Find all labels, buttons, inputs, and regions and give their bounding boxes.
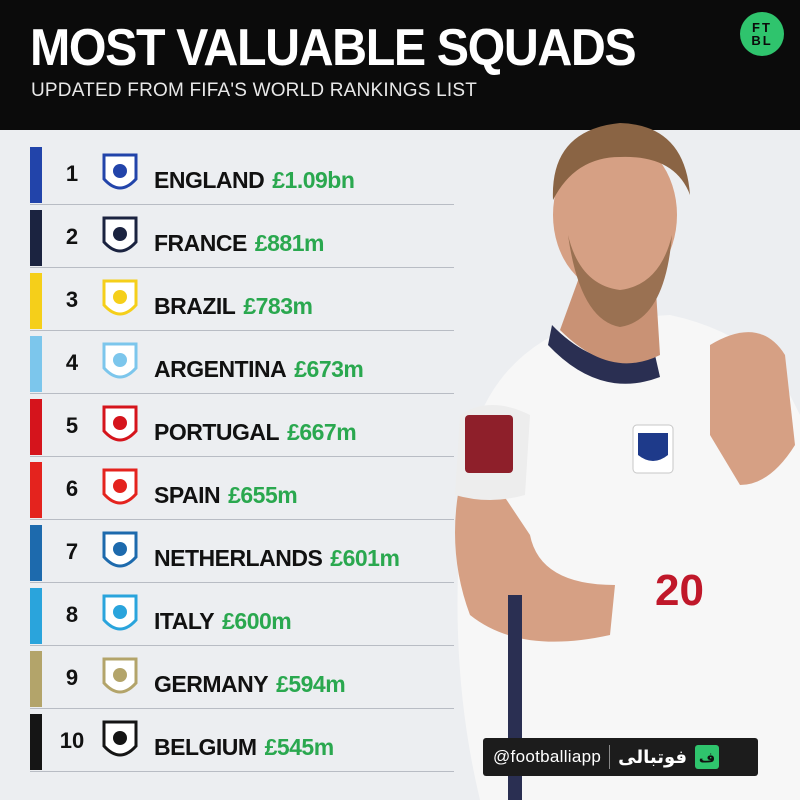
dfb-eagle-crest-icon [102,657,138,694]
rank-number: 4 [65,350,79,375]
row-divider [30,519,454,520]
table-row: 10 BELGIUM £545m [30,714,454,772]
squad-value: £601m [330,545,400,571]
row-divider [30,771,454,772]
rank-number: 7 [65,539,79,564]
rank-number: 9 [65,665,79,690]
rfef-crest-icon [102,468,138,505]
team-name: ARGENTINA [154,356,287,382]
team-name: NETHERLANDS [154,545,323,571]
rank-number: 1 [65,161,79,186]
squad-value: £881m [254,230,325,256]
logo-text: FT BL [751,20,773,48]
rank-number: 10 [59,728,85,753]
team-entry: FRANCE £881m [154,230,324,257]
team-name: GERMANY [154,671,269,697]
team-name: SPAIN [154,482,221,508]
rank-color-bar [30,462,42,518]
rank-color-bar [30,525,42,581]
squad-value: £600m [222,608,292,634]
rank-color-bar [30,336,42,392]
three-lions-crest-icon [102,153,138,190]
ftbl-logo: FT BL [740,12,784,56]
table-row: 6 SPAIN £655m [30,462,454,520]
team-entry: GERMANY £594m [154,671,346,698]
row-divider [30,204,454,205]
team-entry: ITALY £600m [154,608,292,635]
figc-crest-icon [102,594,138,631]
squad-value: £1.09bn [272,167,355,193]
rank-number: 5 [65,413,79,438]
team-entry: PORTUGAL £667m [154,419,357,446]
rank-color-bar [30,651,42,707]
rank-color-bar [30,147,42,203]
table-row: 2 FRANCE £881m [30,210,454,268]
squad-value: £673m [294,356,364,382]
page-subtitle: UPDATED FROM FIFA'S WORLD RANKINGS LIST [31,80,478,101]
knvb-lion-crest-icon [102,531,138,568]
table-row: 9 GERMANY £594m [30,651,454,709]
row-divider [30,708,454,709]
rank-color-bar [30,588,42,644]
rank-number: 8 [65,602,79,627]
rank-number: 2 [65,224,79,249]
table-row: 5 PORTUGAL £667m [30,399,454,457]
team-entry: ENGLAND £1.09bn [154,167,355,194]
rank-color-bar [30,714,42,770]
rank-color-bar [30,210,42,266]
cbf-crest-icon [102,279,138,316]
rooster-crest-icon [102,216,138,253]
handle-divider [609,745,611,769]
row-divider [30,645,454,646]
squad-value: £655m [228,482,298,508]
team-name: PORTUGAL [154,419,280,445]
table-row: 4 ARGENTINA £673m [30,336,454,394]
page-title: MOST VALUABLE SQUADS [30,19,637,77]
row-divider [30,393,454,394]
rank-number: 6 [65,476,79,501]
table-row: 1 ENGLAND £1.09bn [30,147,454,205]
table-row: 3 BRAZIL £783m [30,273,454,331]
team-name: BELGIUM [154,734,257,760]
rank-color-bar [30,399,42,455]
handle-username: @footballiapp [493,747,602,766]
squad-value: £783m [243,293,313,319]
rbfa-crest-icon [102,720,138,757]
row-divider [30,330,454,331]
team-entry: SPAIN £655m [154,482,298,509]
team-name: ITALY [154,608,215,634]
row-divider [30,267,454,268]
rank-number: 3 [65,287,79,312]
footballi-logo-icon: ف [695,745,720,769]
row-divider [30,456,454,457]
team-name: ENGLAND [154,167,265,193]
header: MOST VALUABLE SQUADS UPDATED FROM FIFA'S… [0,0,800,130]
rank-color-bar [30,273,42,329]
afa-crest-icon [102,342,138,379]
table-row: 7 NETHERLANDS £601m [30,525,454,583]
team-entry: NETHERLANDS £601m [154,545,400,572]
team-entry: BRAZIL £783m [154,293,313,320]
fpf-crest-icon [102,405,138,442]
squad-value: £594m [276,671,346,697]
player-photo: 20 [455,123,800,800]
svg-text:20: 20 [655,566,704,615]
squad-value: £667m [287,419,357,445]
handle-arabic-name: فوتبالی [618,746,688,767]
team-name: FRANCE [154,230,247,256]
table-row: 8 ITALY £600m [30,588,454,646]
squad-value: £545m [264,734,335,760]
team-entry: BELGIUM £545m [154,734,334,761]
row-divider [30,582,454,583]
social-handle-badge: @footballiapp فوتبالی ف [483,738,758,776]
team-entry: ARGENTINA £673m [154,356,364,383]
team-name: BRAZIL [154,293,236,319]
